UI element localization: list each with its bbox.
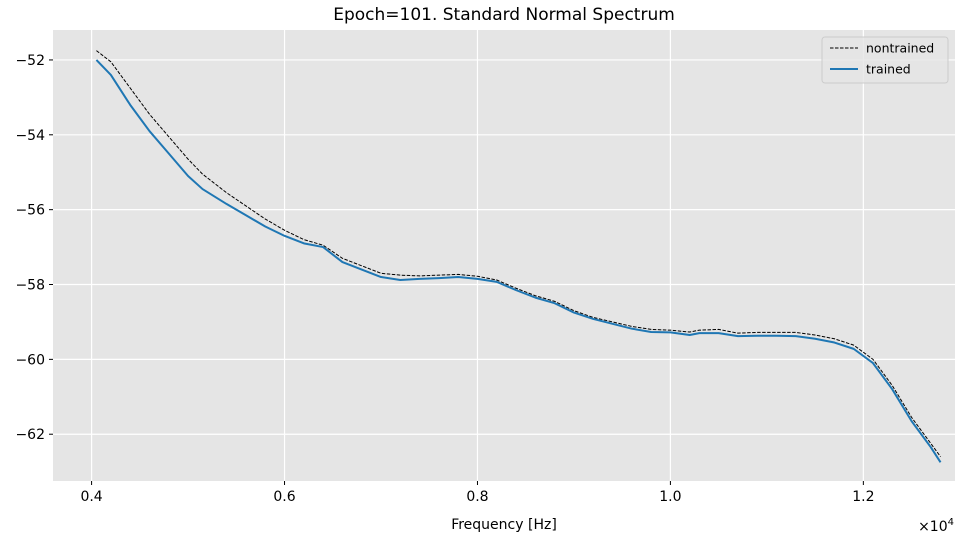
x-axis-label: Frequency [Hz] <box>451 517 557 533</box>
y-tick-label: −54 <box>15 128 45 144</box>
y-tick-label: −52 <box>15 53 45 69</box>
x-tick-label: 1.0 <box>659 489 681 505</box>
x-tick-label: 0.8 <box>466 489 488 505</box>
x-tick-label: 1.2 <box>852 489 874 505</box>
x-offset-exponent: 4 <box>948 517 954 528</box>
ticks: 0.4 0.6 0.8 1.0 1.2 −52 −54 −56 −58 −60 −62 <box>15 53 874 505</box>
chart-title: Epoch=101. Standard Normal Spectrum <box>333 5 675 25</box>
series-line-trained <box>95 59 942 463</box>
legend-label-nontrained: nontrained <box>866 41 934 56</box>
plot-background <box>53 30 955 481</box>
y-tick-label: −62 <box>15 427 45 443</box>
y-tick-label: −60 <box>15 352 45 368</box>
series-line-nontrained <box>96 50 941 457</box>
y-tick-label: −56 <box>15 203 45 219</box>
series-layer <box>95 50 942 463</box>
y-tick-label: −58 <box>15 278 45 294</box>
x-tick-label: 0.6 <box>273 489 295 505</box>
legend-label-trained: trained <box>866 62 911 77</box>
legend: nontrained trained <box>821 36 949 84</box>
x-tick-label: 0.4 <box>80 489 102 505</box>
x-offset-text: ×104 <box>918 517 954 535</box>
